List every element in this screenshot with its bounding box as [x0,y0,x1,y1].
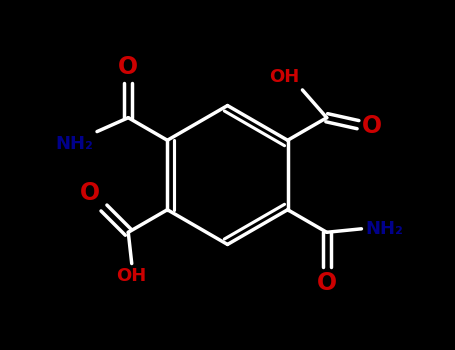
Text: NH₂: NH₂ [56,135,94,153]
Text: O: O [317,271,337,295]
Text: OH: OH [116,267,147,285]
Text: OH: OH [269,69,299,86]
Text: O: O [361,114,382,138]
Text: NH₂: NH₂ [365,220,403,238]
Text: O: O [118,55,138,79]
Text: O: O [81,181,101,204]
